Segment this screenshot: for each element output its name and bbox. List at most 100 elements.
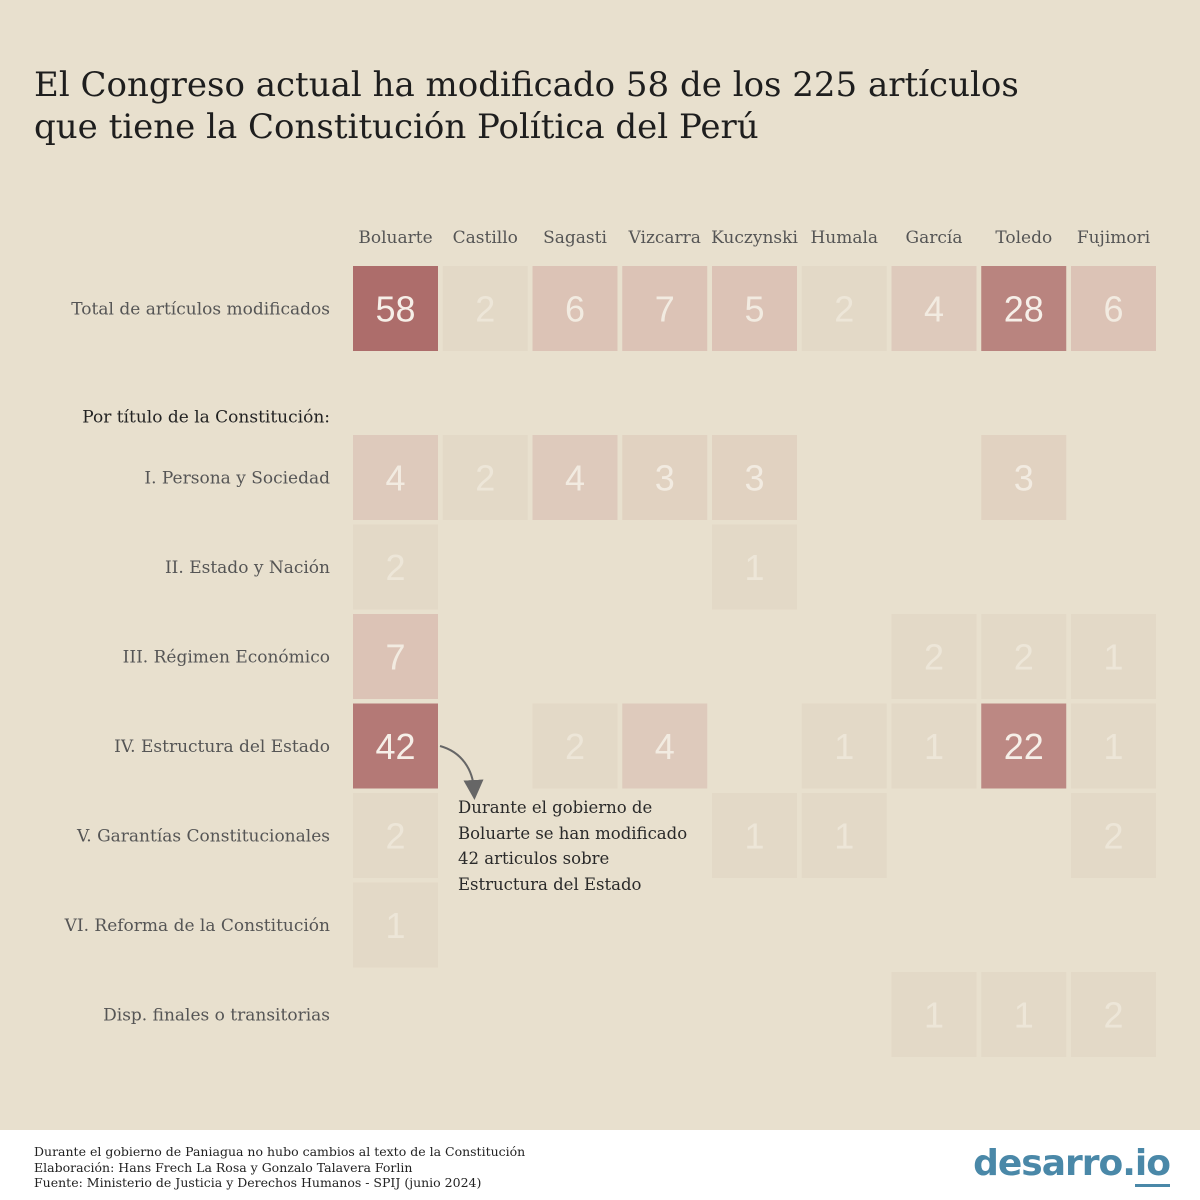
heatmap-cell-r2-vizcarra	[622, 435, 708, 520]
heatmap-value-r2-vizcarra: 3	[655, 458, 675, 499]
annotation-note: Durante el gobierno de Boluarte se han m…	[458, 795, 718, 897]
column-label-humala: Humala	[810, 228, 878, 248]
heatmap-cell-r0-toledo	[981, 266, 1067, 351]
heatmap-value-r5-boluarte: 42	[375, 726, 415, 767]
footer-note-paniagua: Durante el gobierno de Paniagua no hubo …	[34, 1144, 526, 1159]
heatmap-cell-r4-fujimori	[1071, 614, 1156, 699]
heatmap-cell-r0-kuczynski	[712, 266, 797, 351]
heatmap-value-r4-boluarte: 7	[385, 637, 405, 678]
row-label-7: VI. Reforma de la Constitución	[64, 916, 330, 936]
heatmap-cell-r2-castillo	[442, 435, 528, 520]
row-label-0: Total de artículos modificados	[71, 300, 330, 320]
heatmap-cell-r5-humala	[801, 703, 887, 789]
heatmap-cell-r0-garcía	[891, 266, 977, 351]
heatmap-value-r6-fujimori: 2	[1103, 816, 1123, 857]
heatmap-cell-r2-toledo	[981, 435, 1067, 520]
chart-title-line-1: El Congreso actual ha modificado 58 de l…	[34, 65, 1019, 105]
heatmap-cell-r5-fujimori	[1071, 703, 1156, 789]
logo-main: desarro.	[973, 1143, 1136, 1184]
row-labels: Total de artículos modificados Por título…	[64, 300, 331, 1026]
heatmap-chart: 58 2 6 7 5 2 4 28 64 2 4 3 3 32 17 2 2 142 2 4 1 1 22 12 1 1 211 1 2…	[63, 228, 1156, 1057]
heatmap-cell-r7-boluarte	[353, 882, 438, 968]
heatmap-value-r5-vizcarra: 4	[655, 726, 675, 767]
heatmap-value-r5-fujimori: 1	[1103, 726, 1123, 767]
heatmap-cell-r2-sagasti	[532, 435, 618, 520]
row-label-5: IV. Estructura del Estado	[114, 737, 330, 757]
heatmap-cell-r0-fujimori	[1071, 266, 1156, 351]
annotation-line-4: Estructura del Estado	[458, 874, 642, 894]
annotation-line-3: 42 articulos sobre	[458, 849, 610, 868]
column-label-castillo: Castillo	[453, 228, 518, 248]
column-label-sagasti: Sagasti	[543, 228, 607, 248]
heatmap-value-r3-kuczynski: 1	[744, 547, 764, 588]
heatmap-cell-r0-castillo	[442, 266, 528, 351]
heatmap-cell-r8-fujimori	[1071, 972, 1156, 1057]
heatmap-cell-r6-fujimori	[1071, 793, 1156, 878]
annotation-line-2: Boluarte se han modificado	[458, 823, 688, 843]
annotation-line-1: Durante el gobierno de	[458, 798, 653, 817]
column-label-garcía: García	[906, 228, 963, 248]
heatmap-cell-r4-boluarte	[353, 614, 438, 699]
row-label-6: V. Garantías Constitucionales	[76, 827, 330, 847]
heatmap-cell-r3-boluarte	[353, 524, 438, 610]
heatmap-value-r8-fujimori: 2	[1103, 995, 1123, 1036]
heatmap-value-r6-boluarte: 2	[385, 816, 405, 857]
heatmap-cell-r6-boluarte	[353, 793, 438, 878]
heatmap-value-r0-castillo: 2	[475, 289, 495, 330]
column-label-boluarte: Boluarte	[358, 228, 432, 248]
footer-notes: Durante el gobierno de Paniagua no hubo …	[34, 1144, 525, 1191]
chart-title: El Congreso actual ha modificado 58 de l…	[34, 64, 1134, 148]
heatmap-value-r0-boluarte: 58	[375, 289, 415, 330]
heatmap-cell-r4-toledo	[981, 614, 1067, 699]
heatmap-cell-r0-vizcarra	[622, 266, 708, 351]
heatmap-value-r8-garcía: 1	[924, 995, 944, 1036]
heatmap-cell-r3-kuczynski	[712, 524, 797, 610]
logo-suffix: io	[1134, 1143, 1171, 1187]
heatmap-cell-r0-humala	[801, 266, 887, 351]
heatmap-value-r4-garcía: 2	[924, 637, 944, 678]
annotation-arrow	[439, 745, 484, 800]
heatmap-value-r0-fujimori: 6	[1103, 289, 1123, 330]
heatmap-cell-r8-toledo	[981, 972, 1067, 1057]
row-label-2: I. Persona y Sociedad	[144, 469, 330, 489]
heatmap-cell-r6-humala	[801, 793, 887, 878]
heatmap-cell-r5-sagasti	[532, 703, 618, 789]
heatmap-cell-r5-boluarte	[353, 703, 438, 789]
heatmap-cell-r5-toledo	[981, 703, 1067, 789]
column-label-vizcarra: Vizcarra	[628, 228, 701, 248]
heatmap-cells: 58 2 6 7 5 2 4 28 64 2 4 3 3 32 17 2 2 142 2 4 1 1 22 12 1 1 211 1 2	[353, 266, 1156, 1057]
heatmap-value-r5-humala: 1	[834, 726, 854, 767]
heatmap-value-r0-humala: 2	[834, 289, 854, 330]
desarrollo-logo: desarro.io	[973, 1143, 1171, 1187]
heatmap-cell-r2-kuczynski	[712, 435, 797, 520]
column-labels: Boluarte Castillo Sagasti Vizcarra Kuczynski…	[358, 228, 1150, 248]
heatmap-value-r5-garcía: 1	[924, 726, 944, 767]
heatmap-value-r7-boluarte: 1	[385, 905, 405, 946]
heatmap-value-r0-toledo: 28	[1004, 289, 1044, 330]
heatmap-value-r0-kuczynski: 5	[744, 289, 764, 330]
heatmap-value-r0-garcía: 4	[924, 289, 944, 330]
heatmap-cell-r8-garcía	[891, 972, 977, 1057]
column-label-toledo: Toledo	[995, 228, 1052, 248]
heatmap-cell-r6-kuczynski	[712, 793, 797, 878]
heatmap-value-r2-boluarte: 4	[385, 458, 405, 499]
row-label-4: III. Régimen Económico	[123, 648, 330, 668]
heatmap-value-r2-kuczynski: 3	[744, 458, 764, 499]
column-label-kuczynski: Kuczynski	[711, 228, 798, 248]
heatmap-value-r4-fujimori: 1	[1103, 637, 1123, 678]
heatmap-value-r2-sagasti: 4	[565, 458, 585, 499]
heatmap-value-r6-kuczynski: 1	[744, 816, 764, 857]
heatmap-value-r8-toledo: 1	[1014, 995, 1034, 1036]
column-label-fujimori: Fujimori	[1077, 228, 1151, 248]
row-label-3: II. Estado y Nación	[165, 558, 330, 578]
heatmap-value-r5-sagasti: 2	[565, 726, 585, 767]
heatmap-value-r6-humala: 1	[834, 816, 854, 857]
heatmap-value-r0-sagasti: 6	[565, 289, 585, 330]
row-label-8: Disp. finales o transitorias	[103, 1006, 330, 1026]
footer-note-source: Fuente: Ministerio de Justicia y Derecho…	[34, 1175, 482, 1190]
heatmap-value-r3-boluarte: 2	[385, 547, 405, 588]
footer-note-credits: Elaboración: Hans Frech La Rosa y Gonzal…	[34, 1159, 413, 1175]
heatmap-cell-r5-vizcarra	[622, 703, 708, 789]
heatmap-cell-r5-garcía	[891, 703, 977, 789]
heatmap-cell-r2-boluarte	[353, 435, 438, 520]
